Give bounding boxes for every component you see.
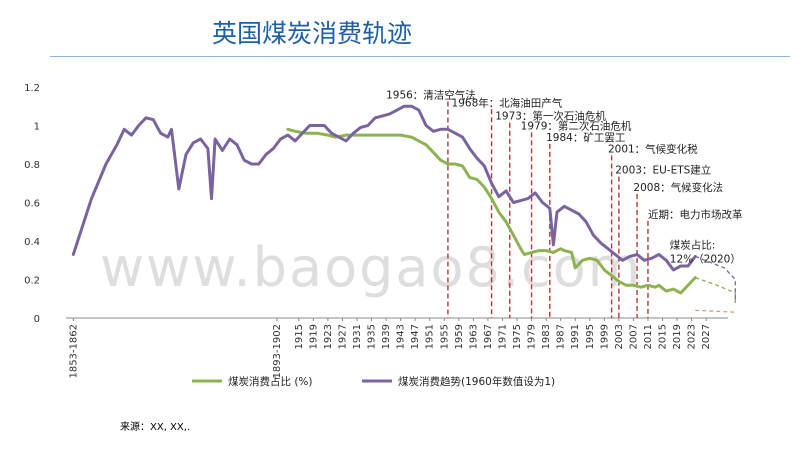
y-tick-label: 0.6 (24, 199, 40, 210)
series-projection (695, 276, 736, 305)
x-tick-label: 1915 (294, 324, 305, 349)
x-tick-label: 1927 (337, 324, 348, 349)
x-tick-label: 1979 (527, 324, 538, 349)
y-tick-label: 1 (34, 122, 40, 133)
event-label: 1984：矿工罢工 (546, 131, 625, 144)
event-label: 1968年：北海油田产气 (452, 96, 563, 109)
series-projection (695, 255, 736, 301)
x-tick-label: 1853-1862 (68, 324, 79, 379)
event-label: 1979：第二次石油危机 (521, 119, 632, 132)
event-label: 近期：电力市场改革 (648, 208, 743, 221)
x-tick-label: 2011 (643, 324, 654, 349)
event-label: 2003：EU-ETS建立 (615, 164, 711, 177)
x-tick-label: 1983 (541, 324, 552, 349)
x-tick-label: 1931 (352, 324, 363, 349)
x-tick-label: 1971 (497, 324, 508, 349)
x-tick-label: 2027 (701, 324, 712, 349)
x-tick-label: 1967 (483, 324, 494, 349)
x-tick-label: 1959 (454, 324, 465, 349)
x-tick-label: 1999 (599, 324, 610, 349)
x-tick-label: 2015 (658, 324, 669, 349)
x-tick-label: 1951 (425, 324, 436, 349)
x-tick-label: 1919 (308, 324, 319, 349)
x-tick-label: 2003 (614, 324, 625, 349)
series-line (286, 127, 697, 295)
x-tick-label: 1975 (512, 324, 523, 349)
x-tick-label: 1947 (410, 324, 421, 349)
event-label: 2001：气候变化税 (608, 142, 698, 155)
x-tick-label: 1943 (396, 324, 407, 349)
series-line (71, 104, 697, 272)
y-tick-label: 0 (34, 314, 40, 325)
title-divider (50, 56, 790, 57)
page-title: 英国煤炭消费轨迹 (212, 19, 413, 48)
legend-label: 煤炭消费占比 (%) (228, 375, 313, 388)
x-tick-label: 1955 (439, 324, 450, 349)
x-tick-label: 2019 (672, 324, 683, 349)
x-tick-label: 1991 (570, 324, 581, 349)
y-tick-label: 0.8 (24, 160, 40, 171)
x-tick-label: 1923 (323, 324, 334, 349)
y-tick-label: 1.2 (24, 83, 40, 94)
share-annotation-line1: 煤炭占比: (670, 239, 716, 252)
event-label: 1973：第一次石油危机 (495, 110, 606, 123)
source-note: 来源：XX, XX,. (120, 422, 191, 433)
x-tick-label: 2007 (628, 324, 639, 349)
legend-label: 煤炭消费趋势(1960年数值设为1) (398, 375, 555, 388)
x-tick-label: 2023 (687, 324, 698, 349)
x-tick-label: 1939 (381, 324, 392, 349)
y-tick-label: 0.4 (24, 237, 40, 248)
series-projection-low (695, 309, 736, 315)
x-tick-label: 1893-1902 (272, 324, 283, 379)
y-tick-label: 0.2 (24, 276, 40, 287)
event-label: 1956：清洁空气法 (386, 89, 476, 102)
x-tick-label: 1987 (556, 324, 567, 349)
share-annotation-line2: 12%（2020） (670, 254, 741, 266)
x-tick-label: 1963 (468, 324, 479, 349)
x-tick-label: 1935 (367, 324, 378, 349)
event-label: 2008：气候变化法 (633, 181, 723, 194)
x-tick-label: 1995 (585, 324, 596, 349)
